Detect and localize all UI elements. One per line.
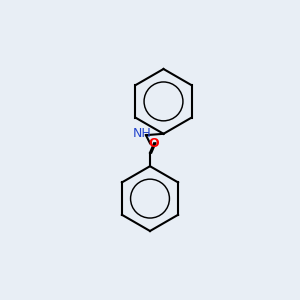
Text: NH: NH: [133, 127, 151, 140]
Text: O: O: [149, 137, 159, 150]
